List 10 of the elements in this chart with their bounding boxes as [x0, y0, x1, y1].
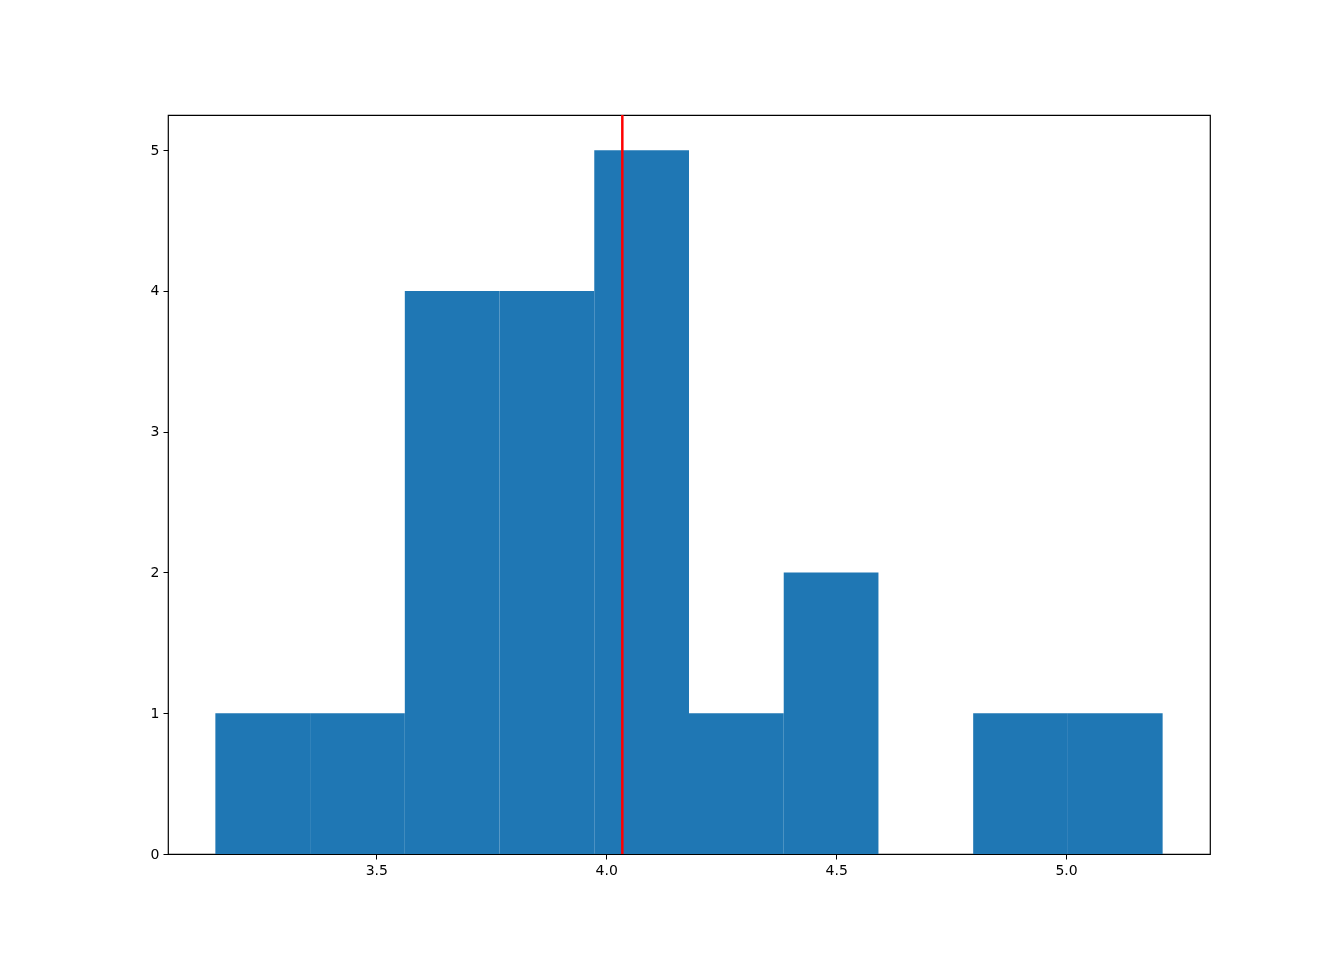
y-tick-label: 4: [150, 282, 160, 299]
x-tick-label: 3.5: [365, 861, 388, 878]
x-tick-label: 4.0: [595, 861, 618, 878]
y-tick-label: 2: [150, 563, 160, 580]
y-tick-label: 3: [150, 423, 160, 440]
x-tick-label: 5.0: [1055, 861, 1078, 878]
y-tick-label: 5: [150, 141, 160, 158]
y-tick-label: 1: [150, 704, 160, 721]
y-tick-label: 0: [150, 845, 160, 862]
x-tick-label: 4.5: [825, 861, 848, 878]
